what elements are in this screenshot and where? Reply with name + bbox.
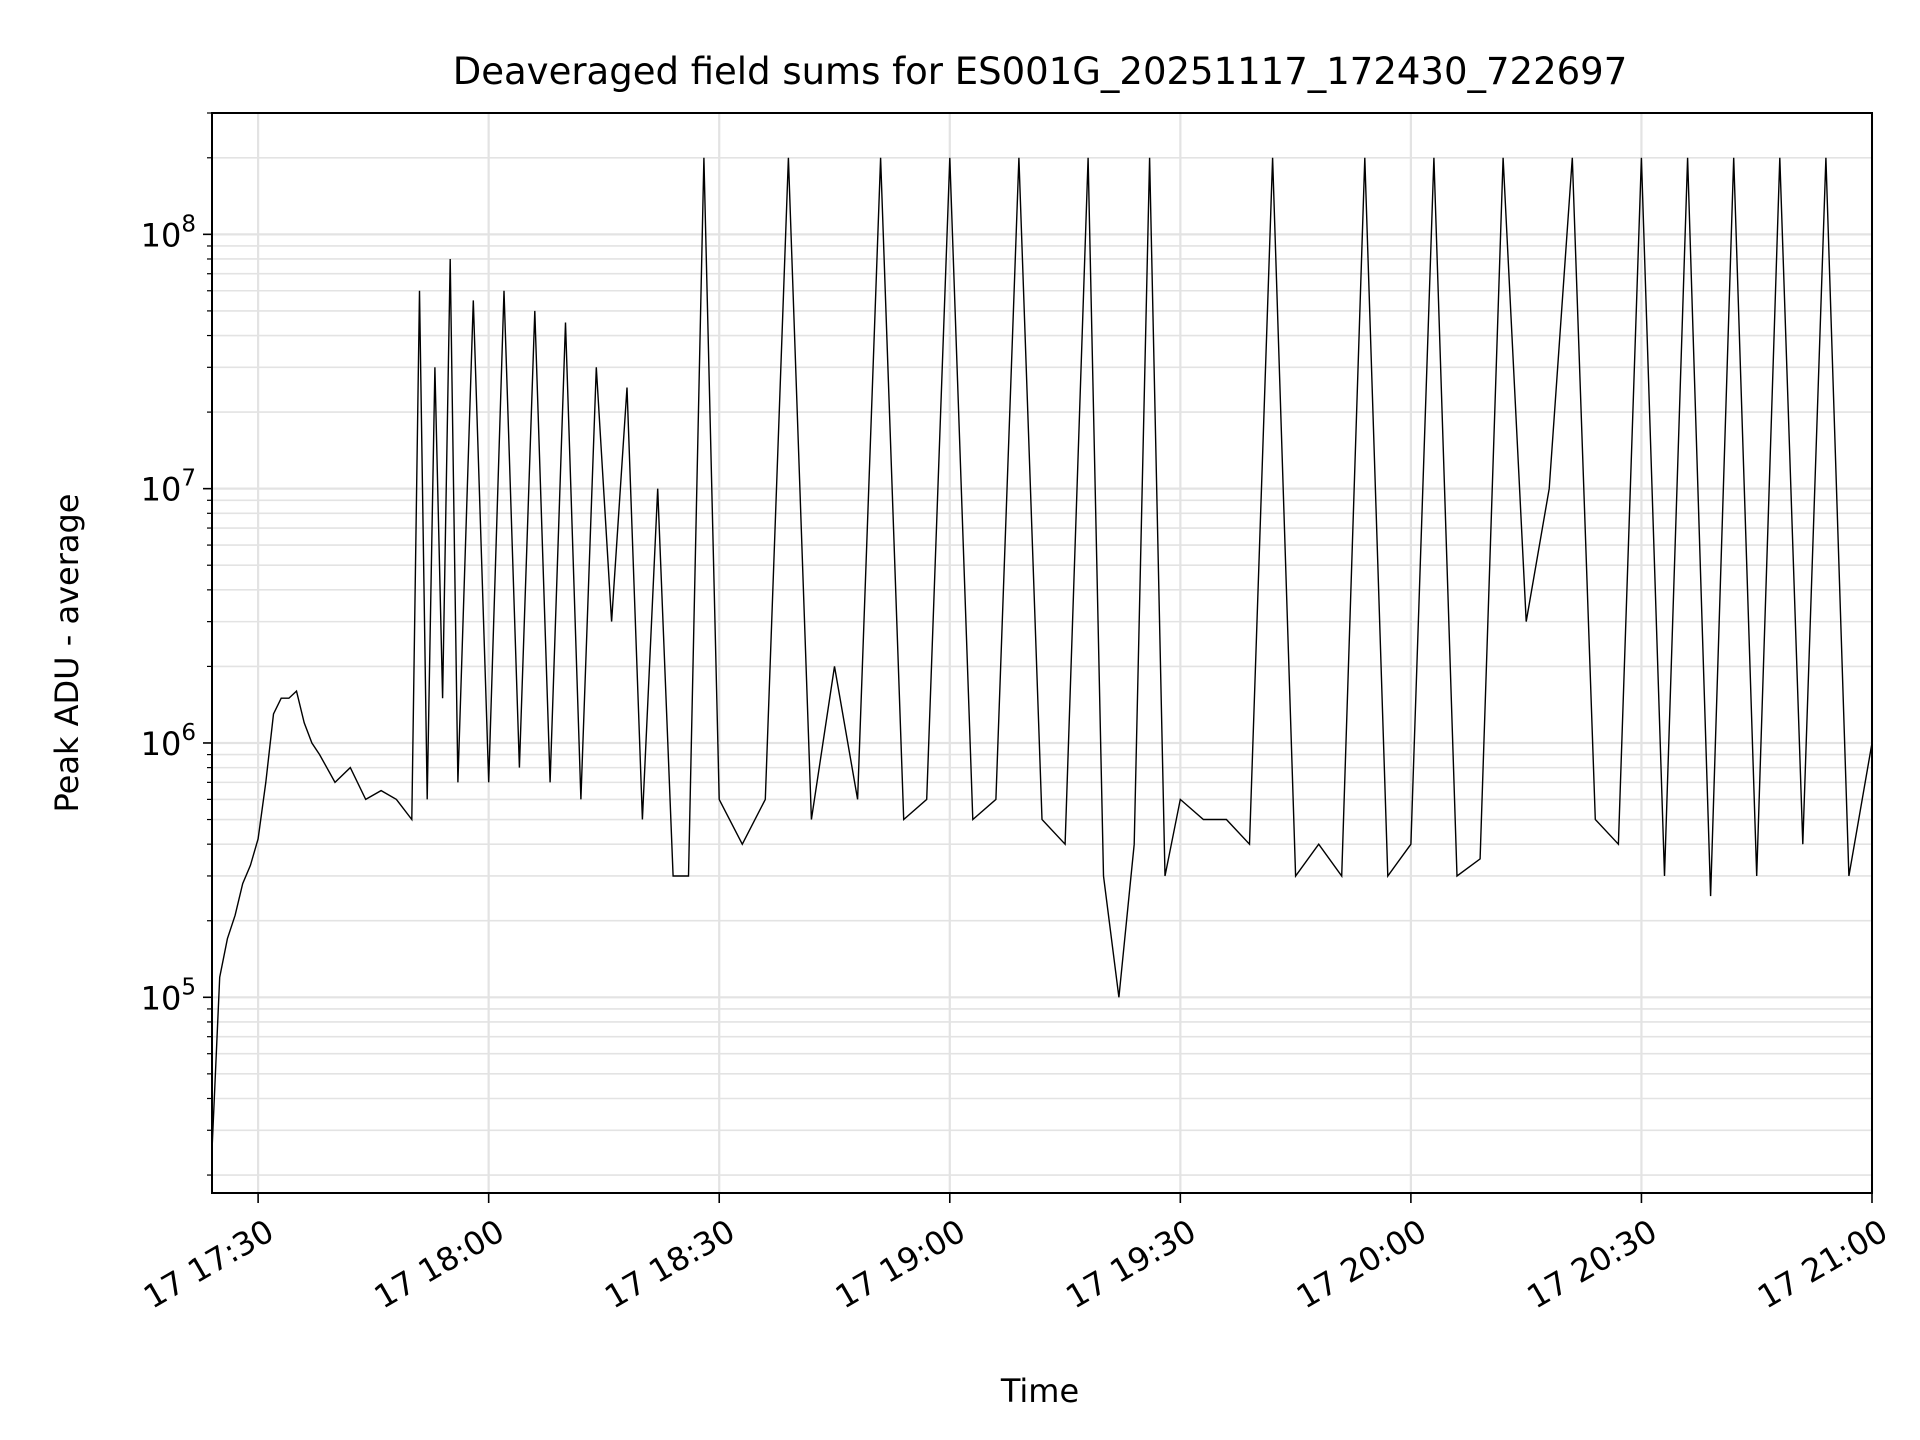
data-series-line: [211, 157, 1873, 1151]
plot-frame: [211, 112, 1873, 1194]
x-axis-label: Time: [1000, 1372, 1079, 1410]
y-tick-label: 106: [141, 720, 196, 763]
chart-title: Deaveraged field sums for ES001G_2025111…: [453, 50, 1627, 93]
series-layer: [211, 157, 1873, 1151]
grid-lines: [212, 112, 1874, 1193]
y-tick-label: 108: [141, 211, 196, 254]
y-tick-label: 107: [141, 466, 196, 509]
y-tick-label: 105: [141, 974, 196, 1017]
y-axis-label: Peak ADU - average: [48, 494, 86, 813]
y-axis: 105 106 107 108: [141, 112, 212, 1176]
